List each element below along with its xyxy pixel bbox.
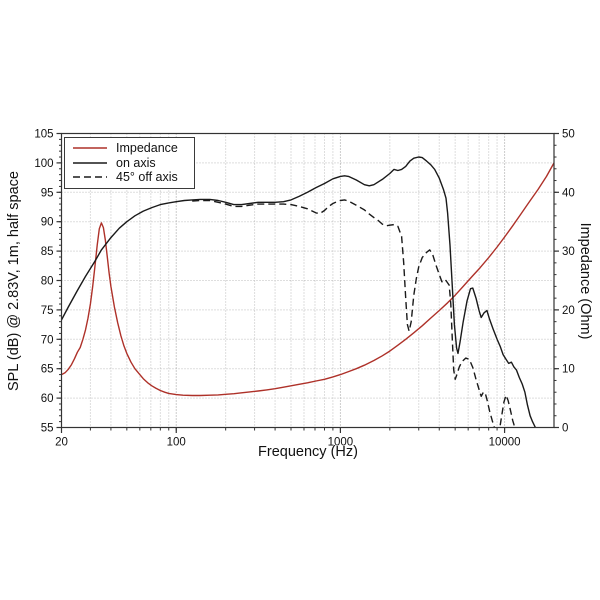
x-axis-title: Frequency (Hz): [258, 444, 358, 460]
legend-item-impedance: Impedance: [65, 141, 194, 156]
svg-text:80: 80: [41, 276, 54, 288]
left-axis-title: SPL (dB) @ 2.83V, 1m, half space: [6, 171, 22, 391]
svg-text:20: 20: [55, 437, 68, 449]
on-axis-line-sample: [73, 161, 107, 164]
svg-text:40: 40: [562, 187, 575, 199]
svg-text:0: 0: [562, 423, 568, 435]
svg-text:105: 105: [34, 129, 53, 141]
legend-label-on-axis: on axis: [116, 155, 156, 170]
svg-text:1000: 1000: [328, 437, 354, 449]
legend-item-off-axis: 45° off axis: [65, 170, 194, 185]
off-axis-line-sample: [73, 176, 107, 179]
svg-text:100: 100: [167, 437, 186, 449]
svg-text:10: 10: [562, 364, 575, 376]
svg-text:100: 100: [34, 158, 53, 170]
svg-text:85: 85: [41, 246, 54, 258]
impedance-line-sample: [73, 147, 107, 150]
svg-text:70: 70: [41, 334, 54, 346]
legend: Impedance on axis 45° off axis: [64, 137, 195, 189]
svg-text:65: 65: [41, 364, 54, 376]
svg-text:20: 20: [562, 305, 575, 317]
legend-label-impedance: Impedance: [116, 141, 178, 156]
svg-text:95: 95: [41, 187, 54, 199]
svg-text:60: 60: [41, 393, 54, 405]
svg-text:90: 90: [41, 217, 54, 229]
svg-text:50: 50: [562, 129, 575, 141]
svg-text:10000: 10000: [489, 437, 521, 449]
svg-text:55: 55: [41, 423, 54, 435]
legend-label-off-axis: 45° off axis: [116, 170, 178, 185]
right-axis-title: Impedance (Ohm): [577, 222, 593, 340]
legend-item-on-axis: on axis: [65, 156, 194, 171]
svg-text:30: 30: [562, 246, 575, 258]
svg-text:75: 75: [41, 305, 54, 317]
